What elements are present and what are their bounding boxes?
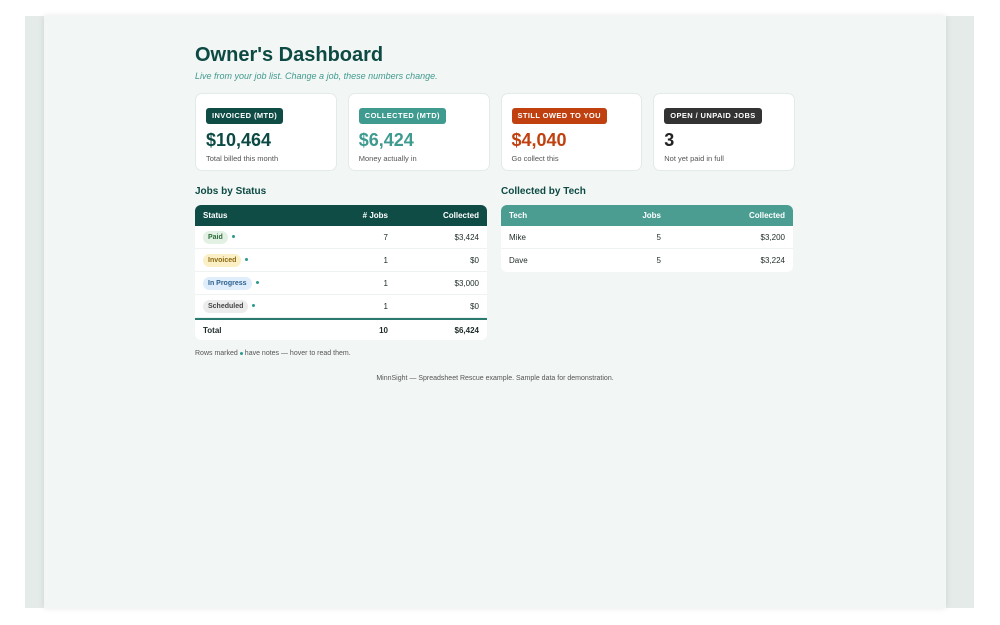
collected-cell: $0	[470, 255, 479, 265]
kpi-card-owed: STILL OWED TO YOU $4,040 Go collect this	[500, 93, 643, 171]
column-header-status: Status	[203, 211, 228, 220]
table-header: Status # Jobs Collected	[195, 205, 487, 226]
status-section-title: Jobs by Status	[195, 186, 267, 197]
kpi-note: Go collect this	[511, 154, 559, 163]
tech-section-title: Collected by Tech	[501, 186, 586, 197]
table-row[interactable]: Invoiced 1 $0	[195, 249, 487, 272]
tech-cell: Dave	[509, 256, 528, 265]
kpi-badge: OPEN / UNPAID JOBS	[664, 108, 762, 124]
status-pill: Paid	[203, 230, 228, 244]
kpi-card-invoiced: INVOICED (MTD) $10,464 Total billed this…	[195, 93, 337, 171]
status-section: Jobs by Status Status # Jobs Collected P…	[195, 186, 487, 357]
column-header-collected: Collected	[748, 211, 785, 220]
kpi-card-collected: COLLECTED (MTD) $6,424 Money actually in	[347, 93, 490, 171]
kpi-cards: INVOICED (MTD) $10,464 Total billed this…	[195, 93, 795, 171]
collected-cell: $3,200	[760, 232, 785, 242]
status-pill: In Progress	[203, 276, 252, 290]
tech-table: Tech Jobs Collected Mike 5 $3,200 Dave 5…	[501, 205, 793, 272]
kpi-note: Money actually in	[358, 154, 417, 163]
page-subtitle: Live from your job list. Change a job, t…	[195, 71, 438, 81]
note-dot-icon	[239, 351, 243, 355]
total-collected: $6,424	[454, 325, 479, 335]
page-footer: MinnSight — Spreadsheet Rescue example. …	[376, 375, 614, 382]
note-dot-icon	[245, 257, 249, 261]
column-header-tech: Tech	[509, 211, 528, 220]
tables-row: Jobs by Status Status # Jobs Collected P…	[195, 186, 795, 357]
status-pill: Invoiced	[203, 253, 242, 267]
status-pill: Scheduled	[203, 299, 249, 313]
collected-cell: $3,000	[454, 278, 479, 288]
status-cell: Invoiced	[195, 253, 335, 267]
jobs-cell: 7	[383, 232, 388, 242]
kpi-card-open-jobs: OPEN / UNPAID JOBS 3 Not yet paid in ful…	[653, 93, 795, 171]
table-total-row: Total 10 $6,424	[195, 318, 487, 340]
notes-hint-after: have notes — hover to read them.	[244, 350, 351, 357]
status-cell: Scheduled	[195, 299, 335, 313]
total-jobs: 10	[379, 325, 388, 335]
page-title: Owner's Dashboard	[195, 44, 384, 66]
note-dot-icon	[252, 303, 256, 307]
jobs-cell: 1	[383, 278, 388, 288]
note-dot-icon	[231, 234, 235, 238]
dashboard-content: Owner's Dashboard Live from your job lis…	[195, 44, 795, 382]
table-row[interactable]: Paid 7 $3,424	[195, 226, 487, 249]
kpi-value: $4,040	[511, 130, 567, 150]
jobs-cell: 5	[656, 256, 661, 265]
table-row[interactable]: Dave 5 $3,224	[501, 249, 793, 272]
jobs-cell: 5	[656, 232, 661, 242]
collected-cell: $0	[470, 301, 479, 311]
kpi-note: Total billed this month	[206, 154, 279, 163]
tech-section: Collected by Tech Tech Jobs Collected Mi…	[501, 186, 793, 272]
dashboard-sheet: Owner's Dashboard Live from your job lis…	[44, 16, 946, 608]
column-header-collected: Collected	[442, 211, 479, 220]
notes-hint-before: Rows marked	[195, 350, 238, 357]
collected-cell: $3,224	[760, 256, 785, 265]
kpi-value: $10,464	[206, 130, 272, 150]
kpi-value: 3	[664, 130, 675, 150]
table-row[interactable]: In Progress 1 $3,000	[195, 272, 487, 295]
status-cell: Paid	[195, 230, 335, 244]
collected-cell: $3,424	[454, 232, 479, 242]
total-label: Total	[203, 325, 222, 335]
jobs-cell: 1	[383, 301, 388, 311]
column-header-jobs: Jobs	[642, 211, 661, 220]
status-cell: In Progress	[195, 276, 335, 290]
notes-hint: Rows marked have notes — hover to read th…	[195, 350, 487, 357]
kpi-note: Not yet paid in full	[664, 154, 724, 163]
table-row[interactable]: Scheduled 1 $0	[195, 295, 487, 318]
kpi-badge: COLLECTED (MTD)	[358, 108, 446, 124]
table-row[interactable]: Mike 5 $3,200	[501, 226, 793, 249]
kpi-badge: STILL OWED TO YOU	[511, 108, 607, 124]
kpi-value: $6,424	[358, 130, 414, 150]
column-header-jobs: # Jobs	[362, 211, 388, 220]
table-header: Tech Jobs Collected	[501, 205, 793, 226]
kpi-badge: INVOICED (MTD)	[206, 108, 284, 124]
tech-cell: Mike	[509, 232, 526, 242]
jobs-cell: 1	[383, 255, 388, 265]
status-table: Status # Jobs Collected Paid 7 $3,424 In…	[195, 205, 487, 340]
note-dot-icon	[255, 280, 259, 284]
